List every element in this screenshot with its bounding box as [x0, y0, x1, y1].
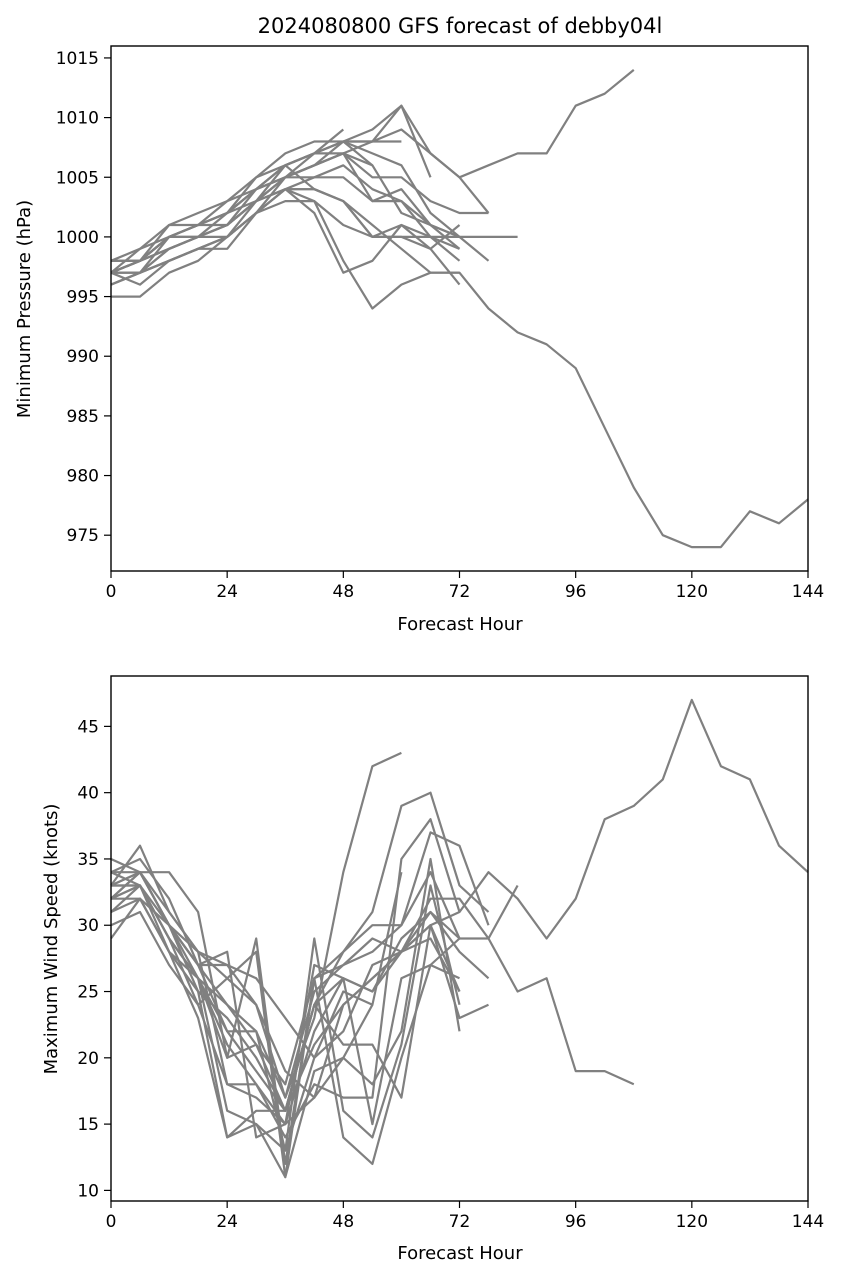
- wind-y-tick-label: 30: [77, 916, 99, 936]
- wind-x-tick-label: 48: [333, 1212, 355, 1232]
- pressure-x-tick-label: 120: [676, 582, 708, 602]
- pressure-x-tick-label: 96: [565, 582, 587, 602]
- pressure-y-tick-label: 1010: [56, 109, 99, 129]
- pressure-x-tick-label: 144: [792, 582, 824, 602]
- pressure-x-axis-label: Forecast Hour: [397, 614, 523, 635]
- pressure-x-tick-label: 48: [333, 582, 355, 602]
- wind-series-line-16: [110, 871, 461, 1166]
- wind-y-axis-label: Maximum Wind Speed (knots): [41, 804, 62, 1075]
- pressure-series-group: [110, 69, 809, 549]
- pressure-series-line-17: [110, 140, 461, 274]
- wind-x-axis-label: Forecast Hour: [397, 1243, 523, 1264]
- wind-series-line-18: [110, 884, 374, 1179]
- wind-x-tick-label: 24: [216, 1212, 238, 1232]
- wind-series-line-14: [110, 857, 461, 1139]
- pressure-y-tick-label: 1015: [56, 49, 99, 69]
- pressure-series-line-13: [110, 200, 460, 310]
- wind-y-tick-label: 10: [77, 1181, 99, 1201]
- pressure-y-tick-label: 975: [67, 526, 99, 546]
- wind-series-line-13: [110, 871, 461, 1152]
- pressure-y-tick-label: 1005: [56, 168, 99, 188]
- pressure-chart: 2024080800 GFS forecast of debby04l 0 24 4…: [14, 14, 824, 635]
- pressure-x-tick-label: 72: [449, 582, 471, 602]
- pressure-y-axis-label: Minimum Pressure (hPa): [14, 200, 35, 418]
- pressure-x-tick-label: 0: [106, 582, 117, 602]
- pressure-series-line-18: [111, 152, 373, 262]
- wind-x-ticks: 0 24 48 72 96 120 144: [106, 1201, 824, 1232]
- wind-x-tick-label: 96: [565, 1212, 587, 1232]
- wind-series-group: [110, 698, 809, 1179]
- pressure-y-tick-label: 985: [67, 407, 99, 427]
- pressure-y-tick-label: 995: [67, 288, 99, 308]
- pressure-y-ticks: 975 980 985 990 995 1000 1005 1010 1015: [56, 49, 111, 546]
- pressure-y-tick-label: 1000: [56, 228, 99, 248]
- wind-y-tick-label: 15: [77, 1115, 99, 1135]
- wind-y-ticks: 10 15 20 25 30 35 40 45: [77, 717, 111, 1201]
- wind-x-tick-label: 144: [792, 1212, 824, 1232]
- pressure-y-tick-label: 980: [67, 467, 99, 487]
- wind-y-tick-label: 35: [77, 850, 99, 870]
- pressure-x-ticks: 0 24 48 72 96 120 144: [106, 571, 824, 602]
- wind-y-tick-label: 40: [77, 784, 99, 804]
- wind-x-tick-label: 120: [676, 1212, 708, 1232]
- wind-y-tick-label: 45: [77, 717, 99, 737]
- wind-x-tick-label: 0: [106, 1212, 117, 1232]
- pressure-y-tick-label: 990: [67, 347, 99, 367]
- wind-series-line-15: [110, 818, 461, 1139]
- chart-title: 2024080800 GFS forecast of debby04l: [258, 14, 663, 38]
- wind-speed-chart: 0 24 48 72 96 120 144 10 15 20 25 30 35 40 45 Forecas…: [41, 675, 824, 1264]
- wind-y-tick-label: 20: [77, 1049, 99, 1069]
- wind-x-tick-label: 72: [449, 1212, 471, 1232]
- wind-series-line-17: [110, 857, 461, 1139]
- pressure-x-tick-label: 24: [216, 582, 238, 602]
- wind-y-tick-label: 25: [77, 983, 99, 1003]
